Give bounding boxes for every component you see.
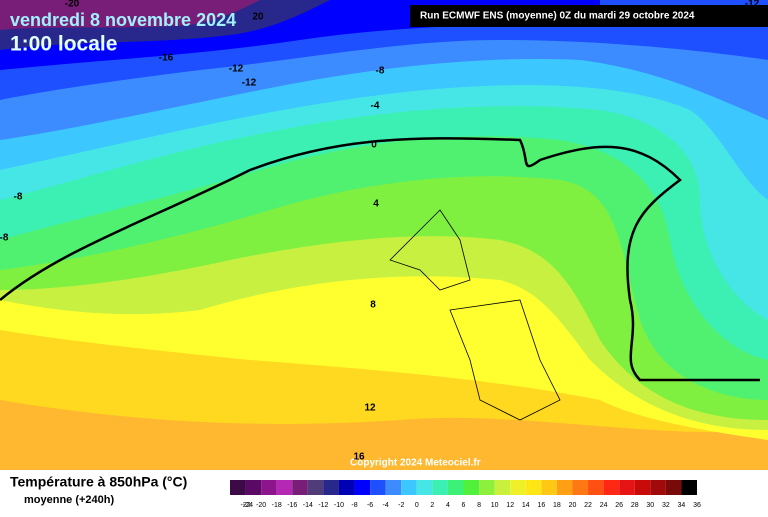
scale-label: 28 (631, 502, 639, 509)
color-swatch (541, 480, 557, 495)
color-swatch (619, 480, 635, 495)
legend: Température à 850hPa (°C) moyenne (+240h… (10, 474, 187, 506)
color-swatch (292, 480, 308, 495)
contour-label: -8 (376, 66, 385, 77)
scale-label: -14 (303, 502, 313, 509)
color-swatch (401, 480, 417, 495)
color-swatch (463, 480, 480, 495)
scale-label: -12 (318, 502, 328, 509)
scale-label: -22 (241, 502, 251, 509)
color-swatch (338, 480, 355, 495)
scale-label: 26 (615, 502, 623, 509)
contour-label: -20 (65, 0, 80, 10)
legend-subtitle: moyenne (+240h) (24, 494, 115, 506)
scale-label: 36 (693, 502, 701, 509)
scale-label: -6 (367, 502, 373, 509)
color-swatch (572, 480, 589, 495)
scale-label: 34 (678, 502, 686, 509)
color-swatch (261, 480, 277, 495)
contour-label: -8 (0, 233, 9, 244)
scale-label: 20 (569, 502, 577, 509)
color-swatch (525, 480, 542, 495)
contour-label: 16 (353, 452, 365, 463)
contour-label: -12 (229, 64, 244, 75)
color-swatch (416, 480, 433, 495)
scale-label: -2 (398, 502, 404, 509)
color-swatch (370, 480, 386, 495)
contour-label: -16 (159, 53, 174, 64)
scale-label: 22 (584, 502, 592, 509)
scale-label: 14 (522, 502, 530, 509)
color-swatch (556, 480, 573, 495)
scale-label: 32 (662, 502, 670, 509)
scale-label: 12 (506, 502, 514, 509)
scale-label: 2 (430, 502, 434, 509)
color-swatch (245, 480, 262, 495)
scale-label: 4 (446, 502, 450, 509)
color-swatch (665, 480, 682, 495)
scale-label: -20 (256, 502, 266, 509)
color-swatch (447, 480, 464, 495)
color-swatch (307, 480, 324, 495)
scale-label: 16 (537, 502, 545, 509)
scale-label: 24 (600, 502, 608, 509)
color-swatch (354, 480, 371, 495)
contour-label: -12 (242, 78, 257, 89)
scale-label: -18 (272, 502, 282, 509)
color-swatch (634, 480, 651, 495)
map: Run ECMWF ENS (moyenne) 0Z du mardi 29 o… (0, 0, 768, 470)
map-subtitle: 1:00 locale (10, 33, 117, 56)
contour-label: -4 (371, 101, 380, 112)
color-swatch (276, 480, 293, 495)
scale-label: -8 (351, 502, 357, 509)
legend-title: Température à 850hPa (°C) (10, 474, 187, 490)
color-swatch (510, 480, 526, 495)
color-swatch (588, 480, 604, 495)
contour-label: -12 (745, 0, 760, 10)
scale-label: 18 (553, 502, 561, 509)
color-swatch (494, 480, 511, 495)
color-swatch (385, 480, 402, 495)
copyright: Copyright 2024 Meteociel.fr (350, 458, 481, 469)
contour-label: 12 (364, 403, 376, 414)
scale-label: -16 (287, 502, 297, 509)
scale-label: -4 (383, 502, 389, 509)
scale-label: 6 (462, 502, 466, 509)
contour-label: 4 (373, 199, 379, 210)
scale-label: 0 (415, 502, 419, 509)
scale-label: -10 (334, 502, 344, 509)
map-title: vendredi 8 novembre 2024 (10, 10, 236, 30)
scale-label: 10 (491, 502, 499, 509)
run-info: Run ECMWF ENS (moyenne) 0Z du mardi 29 o… (420, 11, 695, 22)
contour-label: -8 (14, 192, 23, 203)
color-swatch (323, 480, 339, 495)
color-swatch (681, 480, 697, 495)
contour-label: 0 (371, 140, 377, 151)
color-swatch (230, 480, 246, 495)
color-swatch (432, 480, 448, 495)
color-swatch (603, 480, 620, 495)
color-swatch (650, 480, 666, 495)
scale-label: 8 (477, 502, 481, 509)
color-swatch (479, 480, 495, 495)
contour-label: 20 (252, 12, 264, 23)
contour-label: 8 (370, 300, 376, 311)
scale-label: 30 (646, 502, 654, 509)
scale-label: -24 (243, 502, 253, 509)
